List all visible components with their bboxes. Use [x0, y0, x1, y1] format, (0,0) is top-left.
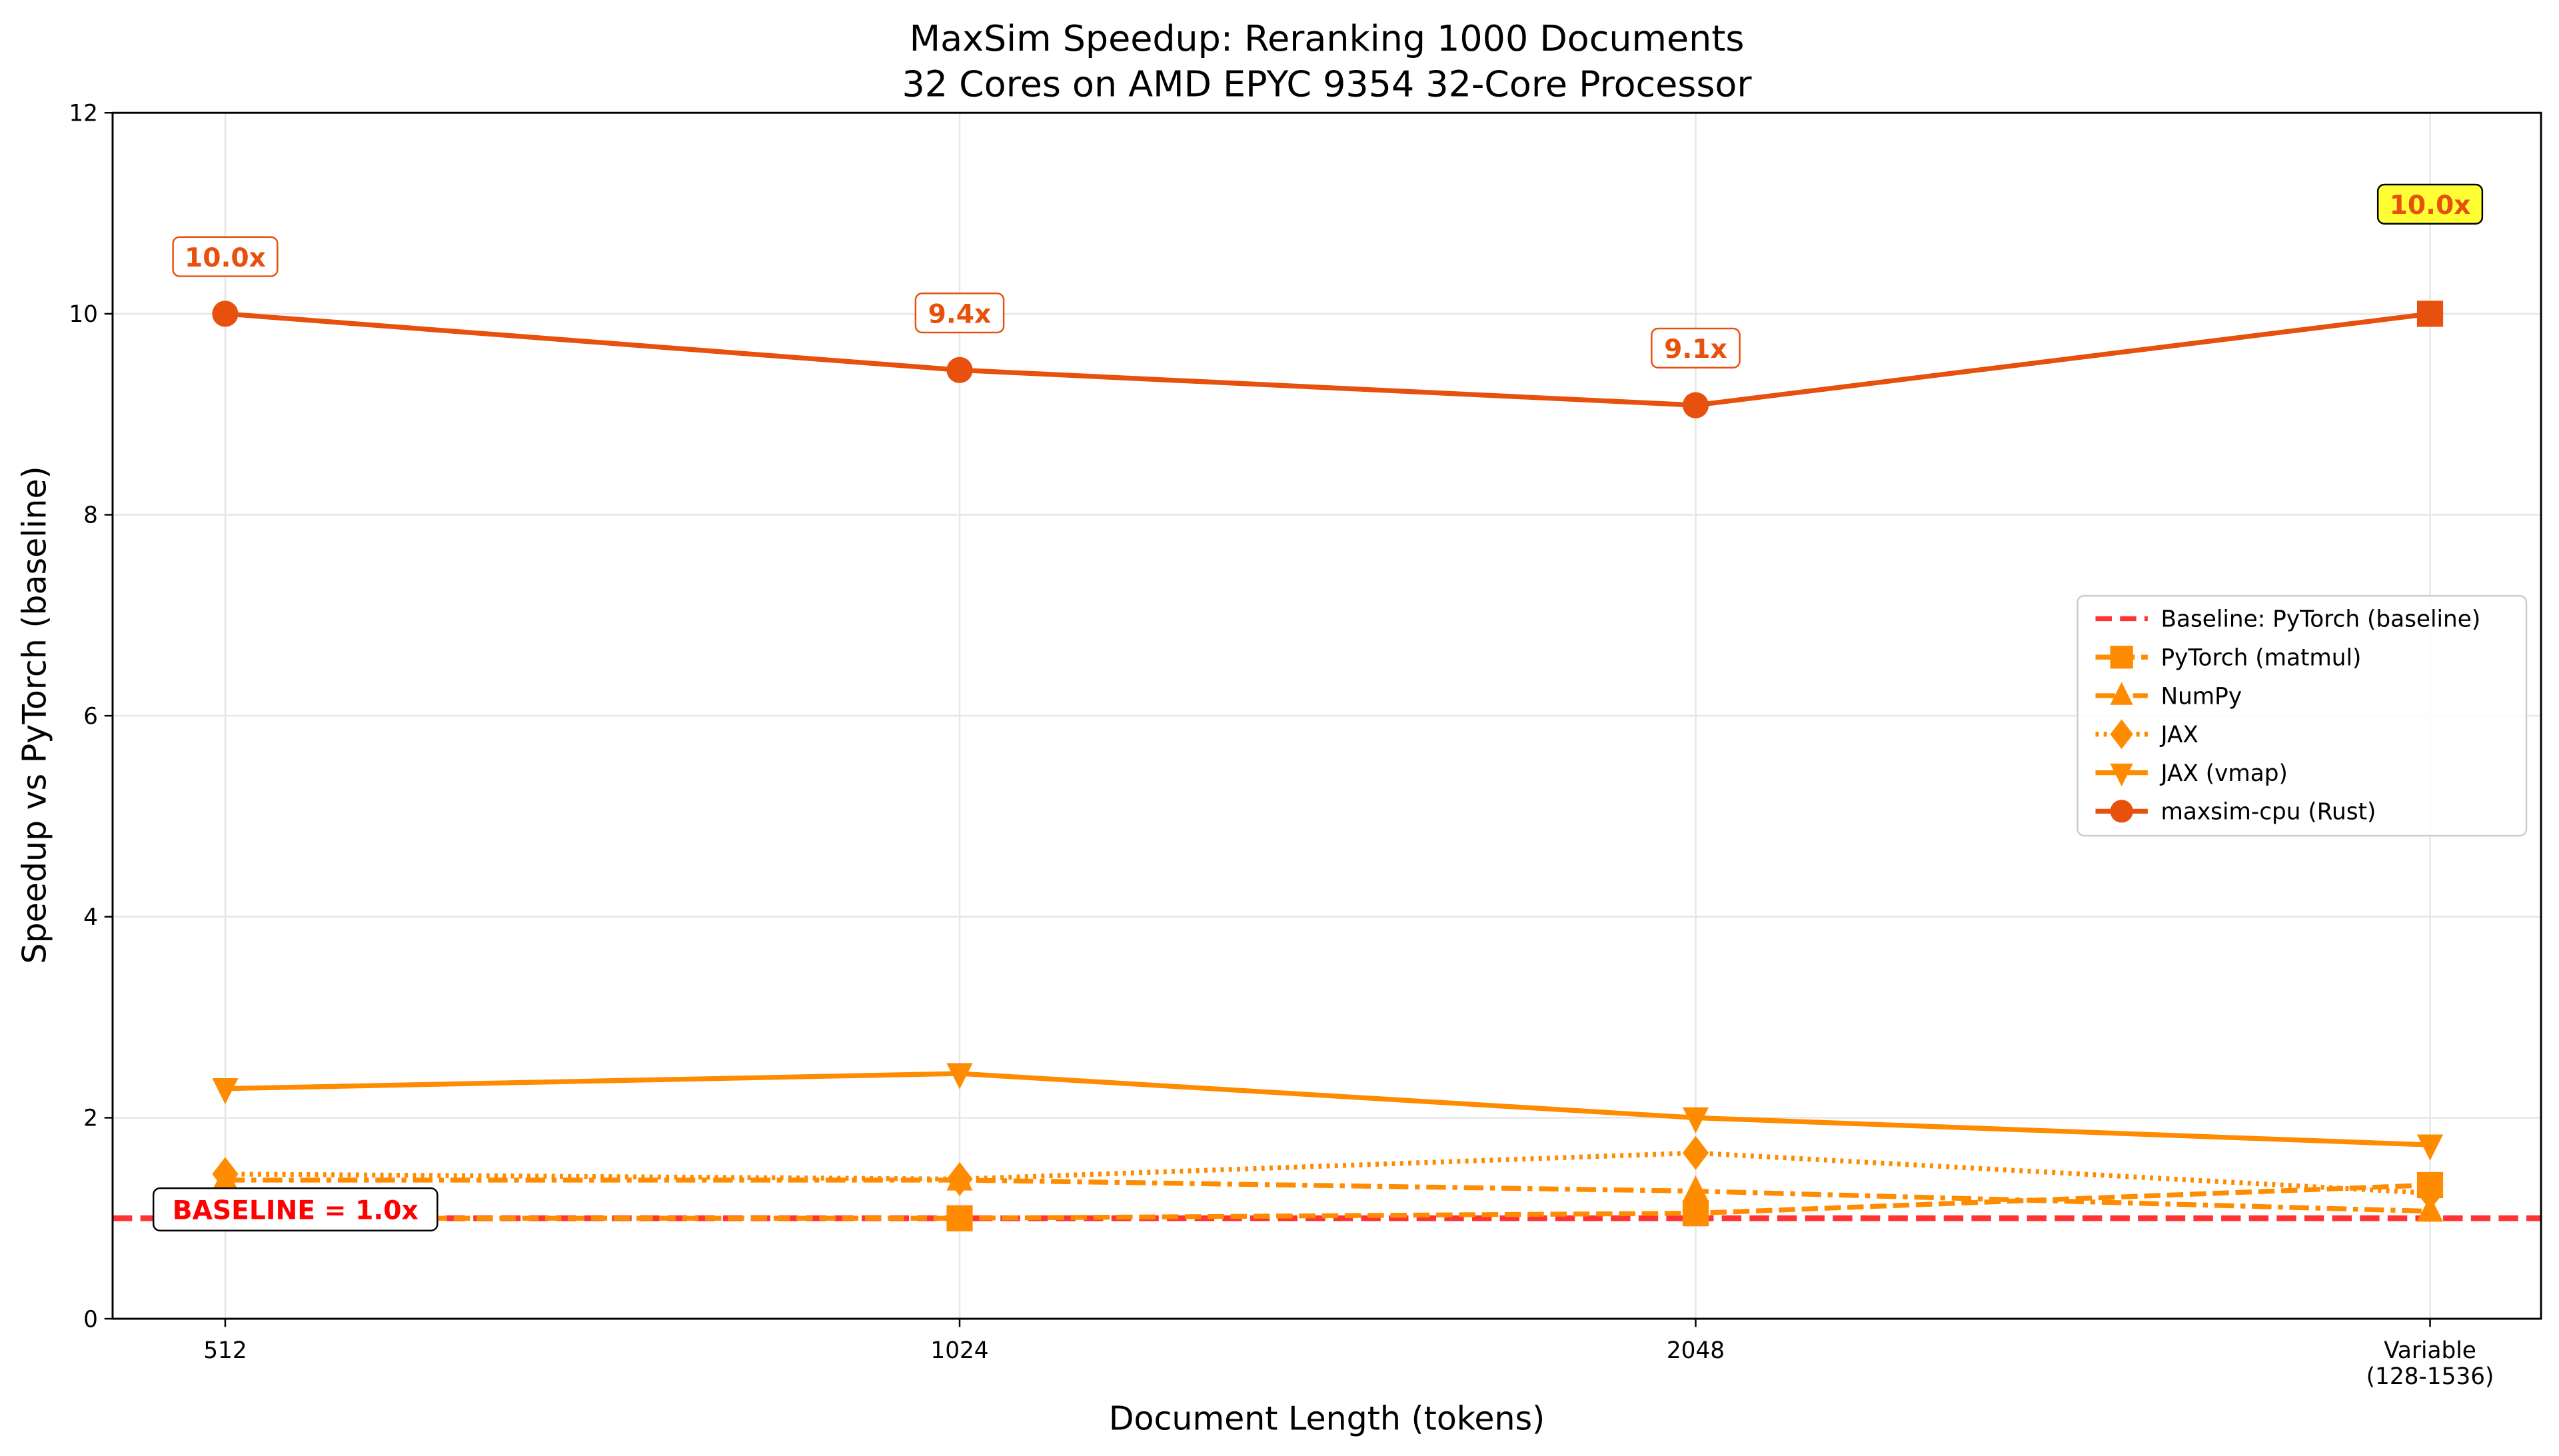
y-tick-label: 10 — [69, 301, 98, 328]
data-point-pytorch-matmul — [1682, 1200, 1709, 1227]
legend-marker — [2110, 763, 2133, 787]
data-point-jax-vmap — [212, 1078, 239, 1105]
legend-box — [2077, 594, 2528, 837]
y-tick-label: 2 — [83, 1105, 98, 1132]
data-point-jax — [212, 1157, 239, 1191]
legend-label: PyTorch (matmul) — [2160, 644, 2361, 671]
data-point-jax-vmap — [1682, 1107, 1709, 1133]
data-point-jax — [2416, 1176, 2444, 1210]
speedup-annotation-box — [2376, 183, 2484, 225]
series-line-jax — [225, 1150, 2430, 1196]
chart-subtitle: 32 Cores on AMD EPYC 9354 32-Core Proces… — [902, 63, 1753, 105]
series-line-pytorch-matmul — [225, 1182, 2430, 1221]
series-line-jax-vmap — [225, 1071, 2430, 1147]
speedup-annotation-label: 9.1x — [1664, 335, 1727, 364]
baseline-label-box — [152, 1187, 438, 1232]
data-point-jax-vmap — [946, 1063, 973, 1090]
x-axis-label: Document Length (tokens) — [1109, 1400, 1545, 1438]
y-tick-label: 8 — [83, 502, 98, 529]
legend-label: NumPy — [2160, 683, 2242, 710]
series-line-maxsim-cpu-rust — [225, 311, 2430, 408]
data-point-pytorch-matmul — [946, 1205, 973, 1231]
legend-marker — [2110, 646, 2133, 669]
legend-marker — [2110, 800, 2133, 823]
legend-label: Baseline: PyTorch (baseline) — [2160, 606, 2480, 633]
legend-label: maxsim-cpu (Rust) — [2160, 799, 2376, 826]
y-tick-label: 4 — [83, 904, 98, 931]
chart-title: MaxSim Speedup: Reranking 1000 Documents — [910, 17, 1745, 59]
data-point-maxsim-cpu-rust — [1682, 392, 1709, 418]
x-tick-label: Variable (128-1536) — [2366, 1337, 2494, 1390]
data-point-maxsim-cpu-rust — [2416, 301, 2444, 327]
data-point-jax — [1682, 1135, 1709, 1170]
baseline-label: BASELINE = 1.0x — [173, 1196, 419, 1226]
legend-marker — [2110, 682, 2133, 705]
speedup-annotation-label: 10.0x — [2390, 191, 2471, 221]
y-tick-label: 12 — [69, 100, 98, 127]
legend-label: JAX (vmap) — [2159, 760, 2287, 787]
legend-label: JAX — [2159, 722, 2198, 748]
x-tick-label: 2048 — [1667, 1337, 1725, 1364]
y-tick-label: 6 — [83, 703, 98, 730]
data-point-maxsim-cpu-rust — [946, 357, 973, 383]
series-line-numpy — [225, 1177, 2430, 1214]
y-tick-label: 0 — [83, 1306, 98, 1333]
data-point-jax-vmap — [2416, 1134, 2444, 1161]
speedup-annotation-label: 10.0x — [185, 243, 266, 273]
y-axis-label: Speedup vs PyTorch (baseline) — [16, 466, 54, 964]
data-point-jax — [946, 1161, 973, 1196]
x-tick-label: 1024 — [930, 1337, 988, 1364]
speedup-annotation-box — [914, 292, 1005, 334]
x-tick-label: 512 — [203, 1337, 247, 1364]
data-point-maxsim-cpu-rust — [212, 301, 239, 327]
speedup-annotation-label: 9.4x — [928, 299, 992, 329]
speedup-annotation-box — [1651, 327, 1741, 369]
data-point-numpy — [1682, 1175, 1709, 1202]
speedup-annotation-box — [172, 236, 279, 277]
